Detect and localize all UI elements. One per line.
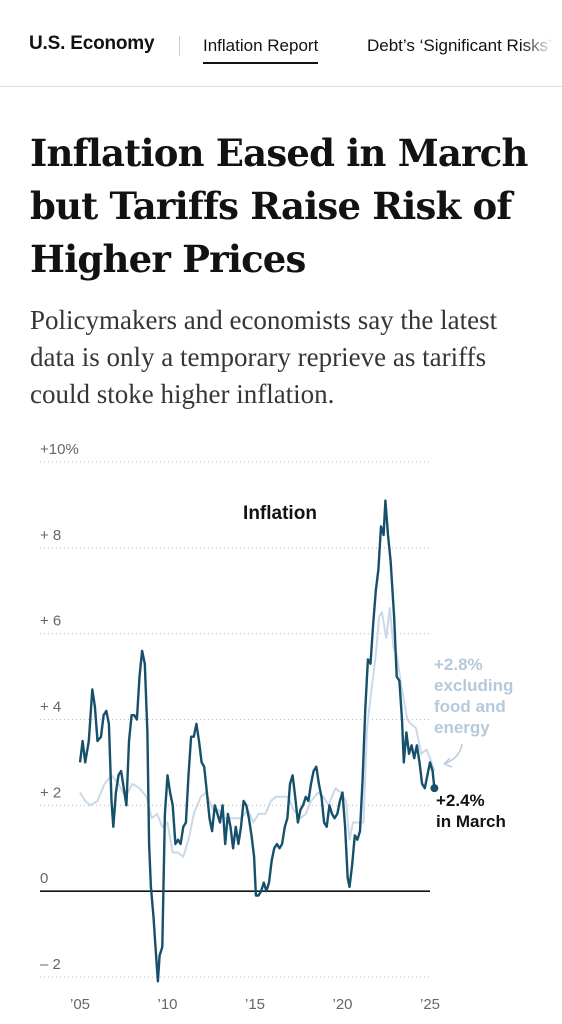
y-tick-label: + 2 bbox=[40, 784, 61, 801]
x-tick-label: ’25 bbox=[420, 996, 440, 1013]
chart-title: Inflation bbox=[243, 503, 317, 524]
x-axis-ticks: ’05 ’10 ’15 ’20 ’25 bbox=[70, 996, 440, 1013]
article-summary: Policymakers and economists say the late… bbox=[30, 305, 498, 409]
x-tick-label: ’15 bbox=[245, 996, 265, 1013]
headline-annotation-line: in March bbox=[436, 812, 506, 831]
top-navigation: U.S. Economy Inflation Report Debt’s ‘Si… bbox=[0, 0, 562, 87]
y-tick-label: – 2 bbox=[40, 956, 61, 973]
core-annotation-line: excluding bbox=[434, 676, 513, 695]
y-tick-label: + 4 bbox=[40, 699, 61, 716]
y-tick-label: 0 bbox=[40, 870, 48, 887]
core-annotation-label: +2.8% excluding food and energy bbox=[434, 655, 513, 737]
nav-fade-overlay bbox=[522, 20, 562, 70]
nav-link-debt-risks[interactable]: Debt’s ‘Significant Risks’ bbox=[367, 36, 552, 55]
y-tick-label: +10% bbox=[40, 441, 79, 458]
nav-link-inflation-report[interactable]: Inflation Report bbox=[203, 36, 319, 64]
headline-annotation-label: +2.4% in March bbox=[436, 791, 506, 831]
headline-end-point bbox=[430, 784, 439, 793]
chart-grid bbox=[40, 461, 430, 978]
core-annotation-line: +2.8% bbox=[434, 655, 483, 674]
y-tick-label: + 8 bbox=[40, 527, 61, 544]
nav-section-title[interactable]: U.S. Economy bbox=[29, 33, 155, 54]
core-annotation-arrow bbox=[443, 743, 463, 768]
core-annotation-line: energy bbox=[434, 718, 490, 737]
nav-divider bbox=[179, 36, 180, 56]
y-axis-ticks: +10% + 8 + 6 + 4 + 2 0 – 2 bbox=[40, 441, 79, 973]
series-line-headline bbox=[78, 499, 436, 983]
y-tick-label: + 6 bbox=[40, 613, 61, 630]
headline-annotation-line: +2.4% bbox=[436, 791, 485, 810]
core-annotation-line: food and bbox=[434, 697, 506, 716]
x-tick-label: ’10 bbox=[157, 996, 177, 1013]
x-tick-label: ’05 bbox=[70, 996, 90, 1013]
series-line-core bbox=[79, 606, 436, 858]
x-tick-label: ’20 bbox=[332, 996, 352, 1013]
article-headline: Inflation Eased in March but Tariffs Rai… bbox=[30, 131, 528, 281]
inflation-chart: +10% + 8 + 6 + 4 + 2 0 – 2 ’05 ’10 ’15 ’20 ’25 Inf… bbox=[40, 441, 513, 1013]
